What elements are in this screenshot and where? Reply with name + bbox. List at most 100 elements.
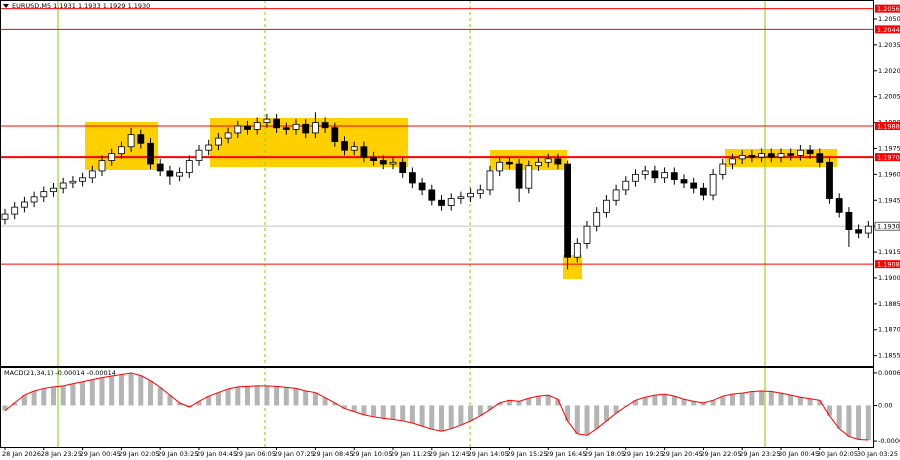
macd-bar: [215, 392, 221, 406]
macd-bar: [817, 400, 823, 406]
candle-body: [185, 160, 193, 174]
level-label-box: [875, 122, 900, 131]
macd-bar: [167, 395, 173, 406]
x-tick-label: 29 Jan 07:25: [274, 450, 315, 458]
macd-bar: [342, 405, 347, 409]
candle-body: [777, 153, 785, 158]
macd-bar: [642, 397, 648, 406]
macd-bar: [555, 399, 561, 406]
candle-body: [234, 125, 242, 134]
candle-body: [787, 153, 795, 156]
x-tick-label: 29 Jan 12:45: [429, 450, 470, 458]
candle-body: [147, 142, 154, 165]
macd-bar: [545, 395, 551, 406]
candle-body: [302, 123, 310, 134]
candle-body: [680, 179, 688, 184]
candle-body: [137, 134, 145, 144]
level-label-box: [875, 25, 900, 34]
macd-bar: [148, 380, 153, 406]
macd-bar: [691, 401, 697, 406]
candle-body: [554, 158, 562, 165]
y-tick-label: 1.1960: [878, 170, 900, 178]
macd-bar: [31, 391, 37, 406]
level-label-box: [875, 260, 900, 269]
y-tick-label: 1.1870: [878, 326, 900, 334]
candle-body: [118, 146, 125, 155]
macd-bar: [371, 405, 377, 417]
level-label-box: [875, 4, 900, 13]
candle-body: [321, 122, 329, 129]
candle-body: [496, 161, 504, 172]
macd-bar: [613, 405, 619, 414]
candle-body: [593, 211, 601, 227]
candle-body: [709, 173, 717, 196]
candle-body: [700, 187, 707, 196]
candle-body: [1, 213, 9, 220]
candle-body: [40, 191, 48, 198]
current-price-label: 1.1930: [877, 223, 900, 231]
candle-body: [515, 163, 523, 189]
macd-bar: [516, 401, 522, 406]
zone: [563, 255, 582, 279]
candle-body: [176, 172, 184, 177]
candle-body: [855, 229, 862, 234]
macd-bar: [70, 383, 76, 406]
candle-body: [641, 170, 649, 175]
signal-line: [4, 372, 869, 441]
y-tick-label: 1.1885: [878, 300, 900, 308]
candle-body: [195, 149, 203, 161]
macd-bar: [21, 395, 27, 406]
macd-bar: [749, 391, 755, 406]
macd-bar: [807, 398, 813, 406]
plot-layer: 1.20501.20351.20201.20051.19901.19751.19…: [0, 4, 900, 458]
candle-body: [20, 201, 28, 208]
macd-bar: [361, 405, 367, 415]
candle-body: [88, 170, 96, 179]
candle-body: [214, 137, 222, 146]
x-tick-label: 28 Jan 2026: [2, 450, 41, 458]
current-price-box: [874, 221, 900, 231]
macd-bar: [506, 400, 512, 406]
macd-bar: [312, 392, 318, 406]
candle-body: [11, 206, 19, 215]
macd-bar: [827, 405, 832, 416]
candle-body: [845, 211, 853, 231]
frame: [0, 0, 874, 448]
session-lines: [57, 0, 766, 447]
candle-body: [399, 161, 407, 174]
macd-bar: [448, 405, 454, 429]
y-tick-label: 1.2005: [878, 93, 900, 101]
macd-bar: [51, 386, 56, 406]
x-tick-label: 28 Jan 23:25: [41, 450, 82, 458]
candle-body: [564, 163, 571, 258]
macd-bar: [836, 405, 842, 429]
macd-bar: [264, 385, 270, 406]
x-tick-label: 30 Jan 02:05: [817, 450, 858, 458]
candle-body: [418, 182, 426, 191]
candle-body: [476, 189, 484, 194]
macd-bar: [109, 376, 115, 406]
candle-body: [59, 182, 67, 189]
candle-body: [69, 180, 77, 184]
macd-bar: [41, 388, 47, 406]
candle-body: [806, 149, 814, 155]
candle-body: [816, 153, 824, 163]
candle-body: [389, 161, 397, 165]
macd-bar: [856, 405, 862, 440]
level-label: 1.1988: [877, 123, 900, 131]
macd-bar: [118, 374, 124, 406]
candle-body: [632, 173, 639, 182]
macd-bar: [468, 405, 474, 421]
macd-frame: [0, 367, 874, 448]
candle-body: [108, 153, 116, 161]
x-tick-label: 29 Jan 16:45: [545, 450, 586, 458]
macd-bar: [283, 387, 289, 406]
macd-bar: [778, 393, 784, 406]
candle-body: [127, 134, 135, 148]
candle-body: [292, 123, 300, 130]
y-tick-label: 1.2020: [878, 67, 900, 75]
macd-bar: [759, 391, 765, 406]
x-tick-label: 29 Jan 14:05: [468, 450, 509, 458]
candle-body: [544, 158, 552, 163]
macd-bar: [536, 396, 541, 406]
